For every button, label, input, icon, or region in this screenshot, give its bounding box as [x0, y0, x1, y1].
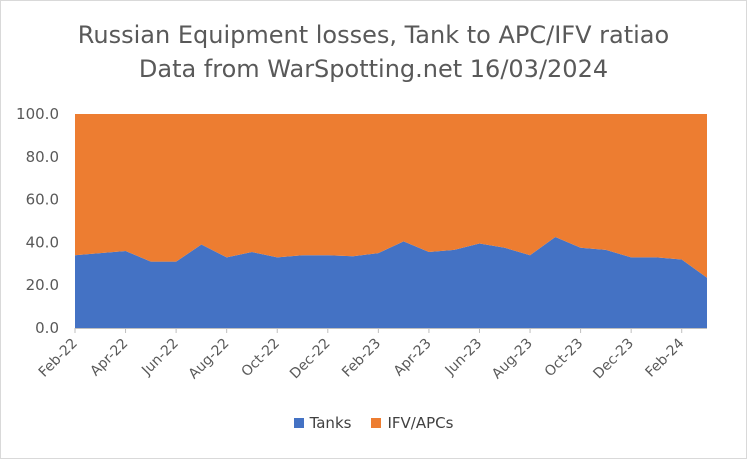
- legend-item-ifv-apcs: IFV/APCs: [371, 414, 453, 432]
- x-tick-label: Feb-22: [36, 336, 81, 381]
- x-tick-label: Feb-24: [643, 335, 688, 380]
- x-tick-label: Oct-22: [238, 336, 283, 381]
- x-tick-label: Jun-23: [442, 336, 486, 380]
- x-tick-label: Oct-23: [542, 336, 587, 381]
- y-tick-label: 80.0: [26, 148, 59, 166]
- y-tick-label: 0.0: [35, 319, 59, 337]
- x-tick-label: Aug-22: [186, 336, 233, 383]
- x-tick-label: Aug-23: [489, 336, 536, 383]
- legend-label-tanks: Tanks: [309, 414, 352, 432]
- area-series-ifv-apcs: [75, 114, 707, 278]
- legend-swatch-tanks: [293, 418, 304, 428]
- chart-title: Russian Equipment losses, Tank to APC/IF…: [0, 18, 747, 86]
- x-tick-label: Apr-23: [391, 336, 435, 380]
- y-tick-label: 60.0: [26, 191, 59, 209]
- x-tick-label: Feb-23: [339, 336, 384, 381]
- x-tick-label: Apr-22: [87, 336, 131, 380]
- legend-swatch-ifv-apcs: [371, 418, 382, 428]
- y-tick-label: 40.0: [26, 233, 59, 251]
- x-tick-label: Dec-23: [590, 336, 637, 383]
- legend-item-tanks: Tanks: [293, 414, 352, 432]
- chart-title-line-1: Russian Equipment losses, Tank to APC/IF…: [77, 21, 670, 49]
- area-series-tanks: [75, 237, 707, 328]
- x-tick-label: Jun-22: [138, 336, 182, 380]
- y-tick-label: 20.0: [26, 276, 59, 294]
- y-tick-label: 100.0: [16, 105, 59, 123]
- chart-title-line-2: Data from WarSpotting.net 16/03/2024: [138, 55, 609, 83]
- legend: Tanks IFV/APCs: [0, 414, 747, 432]
- legend-label-ifv-apcs: IFV/APCs: [387, 414, 454, 432]
- x-tick-label: Dec-22: [287, 336, 334, 383]
